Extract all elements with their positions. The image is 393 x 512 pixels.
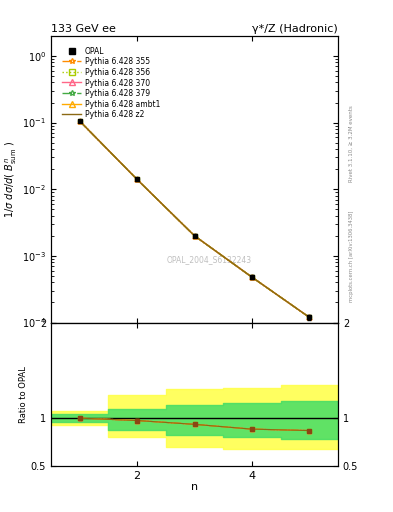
Text: γ*/Z (Hadronic): γ*/Z (Hadronic)	[252, 24, 338, 34]
Y-axis label: $1/\sigma\ d\sigma/d(\ B^n_{\rm sum}\ )$: $1/\sigma\ d\sigma/d(\ B^n_{\rm sum}\ )$	[4, 141, 19, 218]
Text: OPAL_2004_S6132243: OPAL_2004_S6132243	[166, 255, 252, 264]
Legend: OPAL, Pythia 6.428 355, Pythia 6.428 356, Pythia 6.428 370, Pythia 6.428 379, Py: OPAL, Pythia 6.428 355, Pythia 6.428 356…	[61, 46, 162, 121]
Text: Rivet 3.1.10, ≥ 3.2M events: Rivet 3.1.10, ≥ 3.2M events	[349, 105, 354, 182]
Text: mcplots.cern.ch [arXiv:1306.3438]: mcplots.cern.ch [arXiv:1306.3438]	[349, 210, 354, 302]
X-axis label: n: n	[191, 482, 198, 492]
Y-axis label: Ratio to OPAL: Ratio to OPAL	[19, 366, 28, 423]
Text: 133 GeV ee: 133 GeV ee	[51, 24, 116, 34]
